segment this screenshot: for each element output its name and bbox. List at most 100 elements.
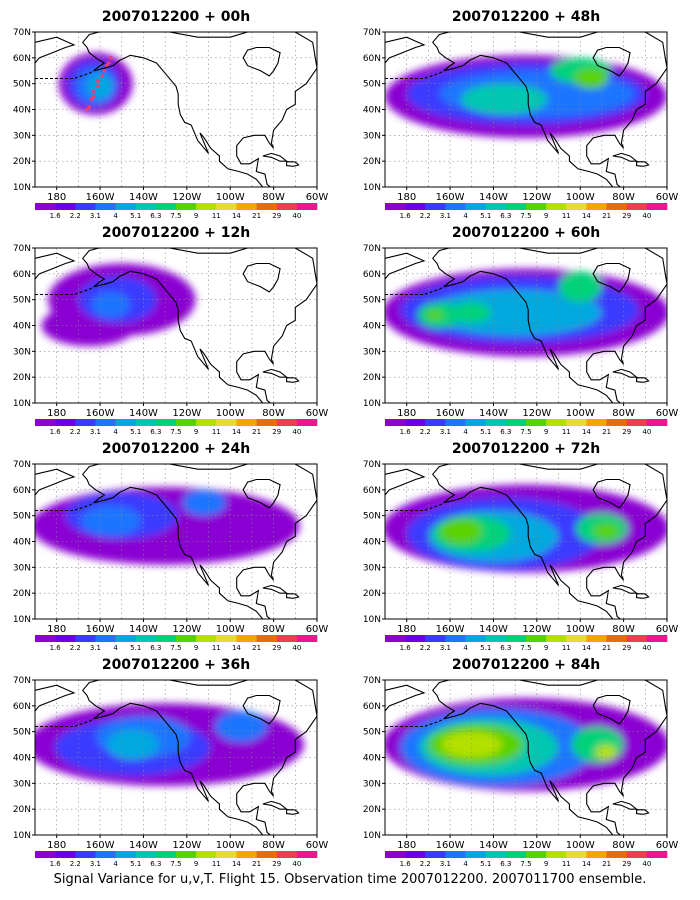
lon-tick-label: 140W bbox=[479, 624, 508, 635]
coastline bbox=[286, 809, 300, 815]
colorbar: 1.6 2.2 3.1 4 5.1 6.3 7.5 9 11 14 21 29 40 bbox=[35, 419, 318, 436]
colorbar-label: 4 bbox=[463, 860, 468, 868]
lat-tick-label: 70N bbox=[13, 460, 31, 470]
coastline bbox=[35, 36, 76, 64]
colorbar-label: 21 bbox=[252, 860, 261, 868]
colorbar-label: 40 bbox=[642, 644, 651, 652]
coastline bbox=[35, 252, 76, 280]
map-panel: 2007012200 + 72h 10N 20N 30N 40N 50N 60N 70N 180… bbox=[363, 441, 679, 652]
colorbar-label: 29 bbox=[272, 212, 281, 220]
coastlines bbox=[385, 32, 667, 187]
colorbar-swatch bbox=[236, 203, 257, 210]
colorbar-swatch bbox=[55, 419, 76, 426]
lat-tick-label: 30N bbox=[363, 779, 381, 789]
colorbar-swatch bbox=[35, 851, 56, 858]
colorbar-label: 2.2 bbox=[420, 212, 431, 220]
colorbar-swatch bbox=[196, 203, 217, 210]
map-panel: 2007012200 + 24h 10N 20N 30N 40N 50N 60N 70N 180… bbox=[13, 441, 329, 652]
colorbar-label: 5.1 bbox=[130, 644, 141, 652]
colorbar-swatch bbox=[465, 419, 487, 426]
colorbar-label: 21 bbox=[602, 428, 611, 436]
colorbar-label: 5.1 bbox=[480, 428, 491, 436]
coastline bbox=[81, 32, 317, 187]
lat-tick-label: 60N bbox=[363, 54, 381, 64]
colorbar-swatch bbox=[405, 635, 426, 642]
colorbar-label: 7.5 bbox=[170, 428, 181, 436]
colorbar-swatch bbox=[155, 851, 177, 858]
lon-tick-label: 80W bbox=[262, 624, 285, 635]
colorbar-label: 7.5 bbox=[520, 212, 531, 220]
variance-field bbox=[58, 52, 133, 115]
coastline bbox=[592, 478, 631, 509]
colorbar-swatch bbox=[566, 635, 587, 642]
observation-point bbox=[91, 94, 96, 99]
colorbar: 1.6 2.2 3.1 4 5.1 6.3 7.5 9 11 14 21 29 40 bbox=[385, 635, 668, 652]
colorbar-swatch bbox=[296, 419, 318, 426]
colorbar-swatch bbox=[425, 851, 446, 858]
lat-tick-label: 60N bbox=[363, 486, 381, 496]
lon-tick-label: 160W bbox=[436, 408, 465, 419]
observation-point bbox=[106, 61, 111, 65]
lat-tick-label: 70N bbox=[13, 28, 31, 38]
colorbar-swatch bbox=[546, 203, 567, 210]
lon-tick-label: 100W bbox=[216, 624, 245, 635]
lat-tick-label: 50N bbox=[13, 512, 31, 522]
colorbar: 1.6 2.2 3.1 4 5.1 6.3 7.5 9 11 14 21 29 40 bbox=[35, 203, 318, 220]
colorbar-label: 21 bbox=[602, 644, 611, 652]
lon-tick-label: 100W bbox=[216, 408, 245, 419]
variance-contour bbox=[558, 271, 602, 303]
map-panel: 2007012200 + 36h 10N 20N 30N 40N 50N 60N 70N 180… bbox=[13, 657, 329, 868]
colorbar-swatch bbox=[95, 851, 116, 858]
coastlines bbox=[35, 464, 317, 619]
colorbar-label: 5.1 bbox=[130, 428, 141, 436]
lat-tick-label: 20N bbox=[13, 805, 31, 815]
colorbar-swatch bbox=[465, 851, 487, 858]
colorbar-label: 14 bbox=[232, 212, 241, 220]
colorbar-swatch bbox=[566, 203, 587, 210]
lat-tick-label: 30N bbox=[13, 779, 31, 789]
lat-tick-label: 50N bbox=[363, 728, 381, 738]
colorbar-swatch bbox=[35, 635, 56, 642]
map-area bbox=[385, 248, 667, 403]
lon-tick-label: 100W bbox=[566, 408, 595, 419]
colorbar-swatch bbox=[296, 635, 318, 642]
colorbar-label: 4 bbox=[463, 428, 468, 436]
colorbar-swatch bbox=[606, 851, 628, 858]
colorbar-label: 14 bbox=[582, 212, 591, 220]
colorbar-swatch bbox=[425, 419, 446, 426]
colorbar-swatch bbox=[75, 851, 96, 858]
coastline bbox=[286, 377, 300, 383]
colorbar-swatch bbox=[35, 419, 56, 426]
lat-tick-label: 20N bbox=[363, 805, 381, 815]
colorbar-swatch bbox=[546, 635, 567, 642]
lat-tick-label: 70N bbox=[363, 676, 381, 686]
colorbar-label: 4 bbox=[113, 860, 118, 868]
colorbar-swatch bbox=[196, 635, 217, 642]
colorbar-swatch bbox=[256, 203, 278, 210]
map-area bbox=[385, 680, 667, 835]
colorbar: 1.6 2.2 3.1 4 5.1 6.3 7.5 9 11 14 21 29 40 bbox=[35, 851, 318, 868]
colorbar-label: 1.6 bbox=[50, 860, 62, 868]
lon-tick-label: 180 bbox=[47, 192, 66, 203]
colorbar-swatch bbox=[75, 635, 96, 642]
colorbar-swatch bbox=[465, 203, 487, 210]
colorbar: 1.6 2.2 3.1 4 5.1 6.3 7.5 9 11 14 21 29 40 bbox=[385, 203, 668, 220]
colorbar-label: 5.1 bbox=[480, 212, 491, 220]
coastline bbox=[286, 593, 300, 599]
colorbar-swatch bbox=[526, 635, 547, 642]
colorbar-swatch bbox=[526, 203, 547, 210]
colorbar-label: 4 bbox=[463, 644, 468, 652]
lat-tick-label: 40N bbox=[363, 538, 381, 548]
colorbar-label: 4 bbox=[113, 212, 118, 220]
panel-title: 2007012200 + 84h bbox=[452, 657, 600, 673]
lat-tick-label: 60N bbox=[13, 702, 31, 712]
colorbar-label: 40 bbox=[642, 860, 651, 868]
colorbar-swatch bbox=[385, 635, 406, 642]
colorbar-label: 6.3 bbox=[500, 428, 511, 436]
colorbar-swatch bbox=[155, 203, 177, 210]
colorbar-swatch bbox=[485, 635, 507, 642]
colorbar-label: 6.3 bbox=[500, 860, 511, 868]
colorbar-label: 9 bbox=[544, 644, 548, 652]
observation-point bbox=[85, 107, 89, 112]
coastlines bbox=[35, 248, 317, 403]
